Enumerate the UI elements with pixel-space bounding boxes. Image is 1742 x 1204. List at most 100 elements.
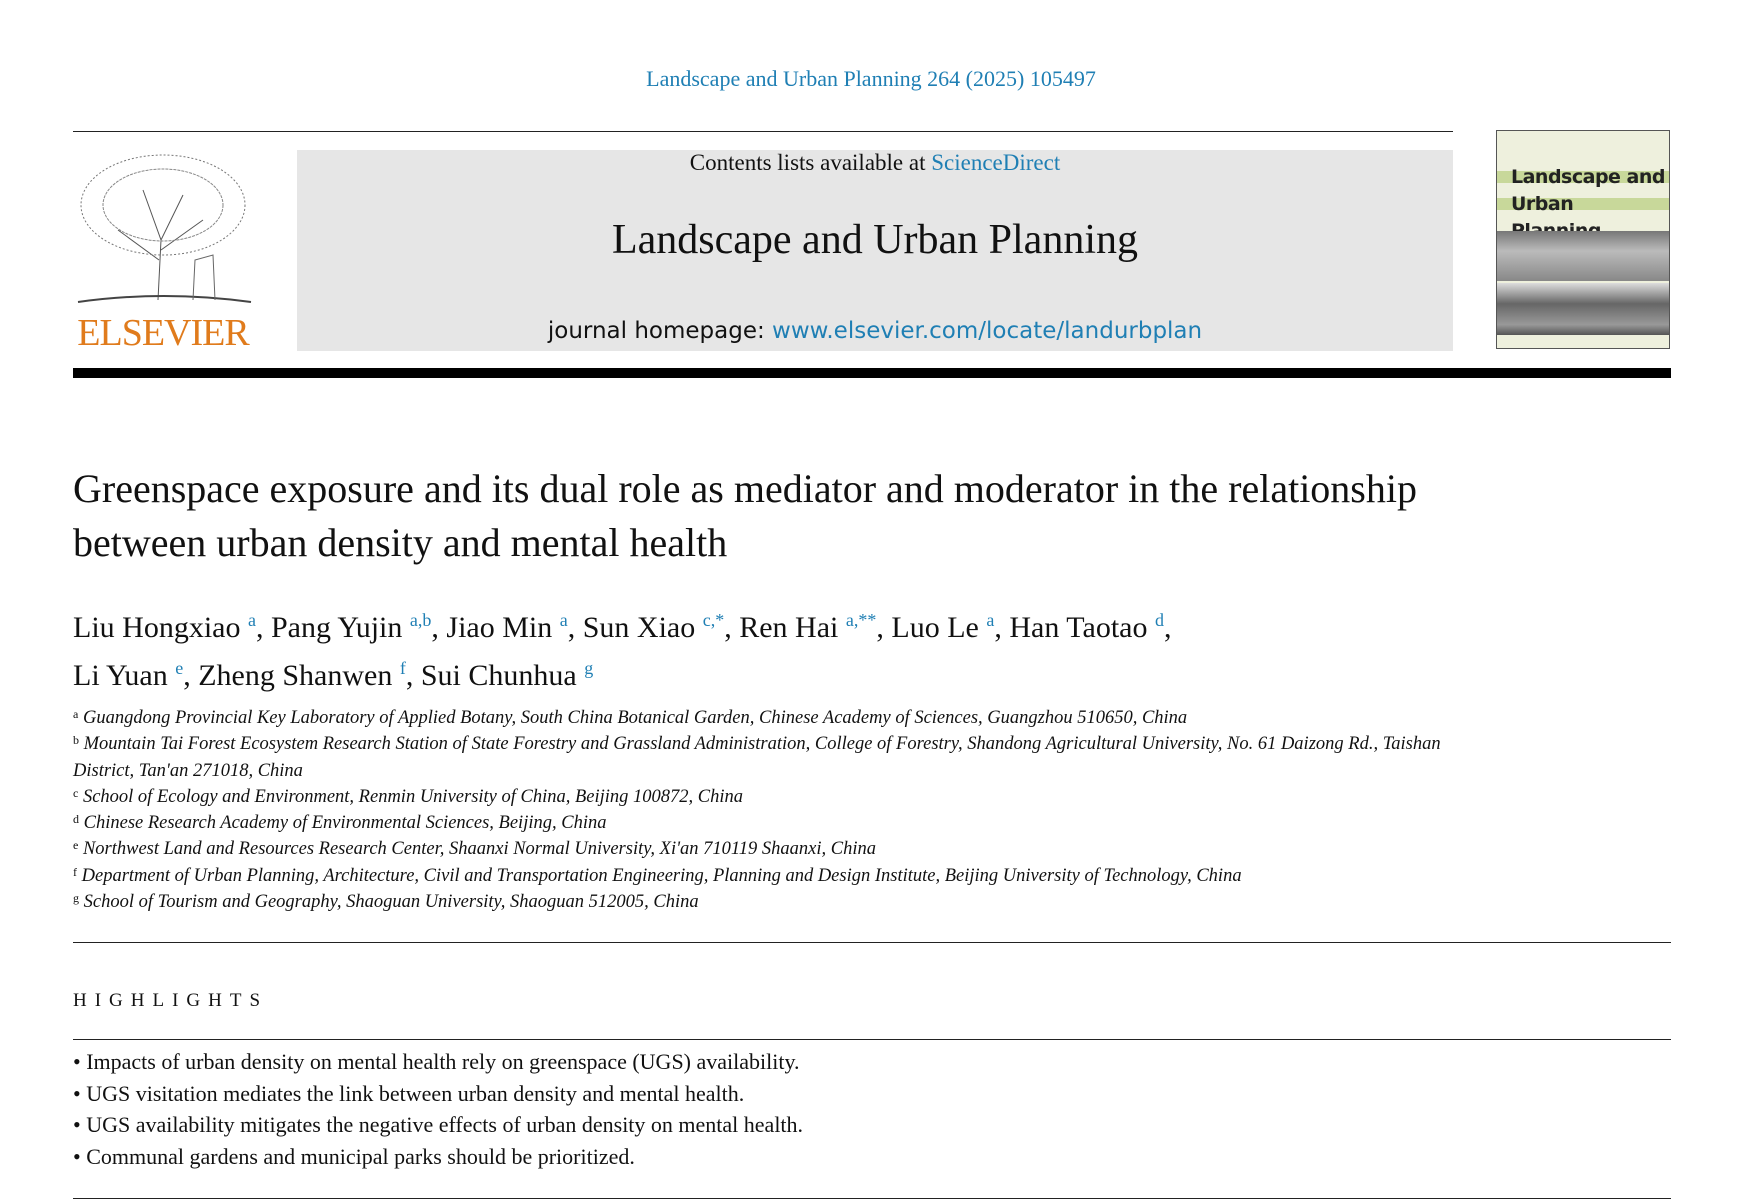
affiliation: b Mountain Tai Forest Ecosystem Research…: [73, 731, 1473, 784]
author-list: Liu Hongxiao a, Pang Yujin a,b, Jiao Min…: [73, 600, 1493, 696]
author-separator: ,: [183, 659, 199, 692]
author-separator: ,: [567, 611, 583, 644]
affiliation: g School of Tourism and Geography, Shaog…: [73, 889, 1473, 915]
author-affiliation-marker[interactable]: a: [247, 610, 256, 630]
author[interactable]: Han Taotao d,: [1009, 610, 1172, 644]
author-separator: ,: [876, 611, 892, 644]
affiliation-key: c: [73, 785, 79, 800]
author-affiliation-marker[interactable]: f: [399, 658, 406, 678]
author-name: Zheng Shanwen: [198, 659, 393, 692]
affiliation-text: Northwest Land and Resources Research Ce…: [82, 839, 877, 860]
header-thick-bar: [73, 368, 1671, 378]
author-affiliation-marker[interactable]: e: [175, 658, 184, 678]
author-name: Liu Hongxiao: [73, 611, 241, 644]
elsevier-wordmark: ELSEVIER: [77, 312, 249, 354]
homepage-line: journal homepage: www.elsevier.com/locat…: [297, 318, 1453, 344]
article-title: Greenspace exposure and its dual role as…: [73, 466, 1417, 565]
author[interactable]: Zheng Shanwen f,: [198, 658, 421, 692]
author-name: Li Yuan: [73, 659, 168, 692]
author-name: Sui Chunhua: [420, 659, 577, 692]
affiliation-text: Chinese Research Academy of Environmenta…: [83, 813, 607, 834]
bullet-icon: •: [73, 1112, 81, 1137]
affiliation-key: g: [73, 891, 79, 906]
highlights-list: • Impacts of urban density on mental hea…: [73, 1046, 803, 1172]
author-affiliation-marker[interactable]: a: [559, 610, 568, 630]
author[interactable]: Li Yuan e,: [73, 658, 199, 692]
bullet-icon: •: [73, 1049, 81, 1074]
highlight-text: UGS availability mitigates the negative …: [86, 1112, 804, 1137]
contents-prefix: Contents lists available at: [689, 150, 932, 175]
affiliation: a Guangdong Provincial Key Laboratory of…: [73, 705, 1473, 731]
author[interactable]: Pang Yujin a,b,: [270, 610, 447, 644]
author-affiliation-marker[interactable]: g: [584, 658, 594, 678]
header-divider: [73, 131, 1453, 132]
author[interactable]: Sui Chunhua g: [420, 658, 594, 692]
author-name: Sun Xiao: [582, 611, 696, 644]
journal-citation-link[interactable]: Landscape and Urban Planning 264 (2025) …: [646, 66, 1096, 91]
highlight-item: • Impacts of urban density on mental hea…: [73, 1046, 803, 1078]
highlight-text: Impacts of urban density on mental healt…: [86, 1049, 800, 1074]
contents-line: Contents lists available at ScienceDirec…: [297, 150, 1453, 176]
journal-banner: Contents lists available at ScienceDirec…: [297, 150, 1453, 351]
cover-photo-trees: [1497, 231, 1669, 281]
affiliation-text: School of Tourism and Geography, Shaogua…: [83, 892, 699, 913]
cover-photo-city: [1497, 283, 1669, 335]
affiliation-text: Guangdong Provincial Key Laboratory of A…: [82, 708, 1188, 728]
affiliation-key: a: [73, 707, 79, 721]
affiliation-key: b: [73, 733, 79, 748]
author-affiliation-marker[interactable]: a,b: [409, 610, 432, 630]
author-name: Pang Yujin: [270, 611, 403, 644]
affiliation-key: e: [73, 838, 79, 853]
highlights-heading: HIGHLIGHTS: [73, 990, 269, 1011]
sciencedirect-link[interactable]: ScienceDirect: [931, 150, 1061, 175]
bullet-icon: •: [73, 1080, 81, 1106]
affiliation-key: d: [73, 812, 79, 827]
author-affiliation-marker[interactable]: a,**: [845, 610, 877, 630]
author-affiliation-marker[interactable]: a: [986, 610, 995, 630]
highlight-item: • UGS visitation mediates the link betwe…: [73, 1078, 803, 1110]
highlight-item: • Communal gardens and municipal parks s…: [73, 1141, 803, 1173]
author-separator: ,: [255, 611, 271, 644]
elsevier-logo[interactable]: ELSEVIER: [73, 150, 253, 355]
cover-band: [1497, 198, 1669, 210]
affiliation: d Chinese Research Academy of Environmen…: [73, 810, 1473, 836]
journal-title: Landscape and Urban Planning: [611, 217, 1138, 263]
author-name: Ren Hai: [739, 611, 839, 644]
author[interactable]: Luo Le a,: [891, 610, 1010, 644]
author-separator: ,: [431, 611, 447, 644]
affiliation-text: School of Ecology and Environment, Renmi…: [82, 786, 744, 807]
bullet-icon: •: [73, 1143, 81, 1169]
author[interactable]: Liu Hongxiao a,: [73, 610, 271, 644]
affiliation-text: Mountain Tai Forest Ecosystem Research S…: [73, 734, 1441, 781]
author-separator: ,: [724, 611, 740, 644]
highlights-divider: [73, 1039, 1671, 1040]
author-name: Luo Le: [891, 611, 979, 644]
homepage-prefix: journal homepage:: [547, 318, 773, 344]
highlight-item: • UGS availability mitigates the negativ…: [73, 1109, 803, 1141]
tree-icon: [77, 154, 252, 303]
affiliation-key: f: [73, 864, 77, 879]
cover-title-line: Landscape and: [1511, 166, 1666, 188]
author[interactable]: Jiao Min a,: [446, 610, 583, 644]
author-separator: ,: [405, 659, 421, 692]
affiliation: e Northwest Land and Resources Research …: [73, 836, 1473, 862]
author-name: Jiao Min: [446, 611, 553, 644]
author[interactable]: Ren Hai a,**,: [739, 610, 892, 644]
author-separator: ,: [994, 611, 1010, 644]
affiliation-text: Department of Urban Planning, Architectu…: [81, 865, 1242, 886]
author-name: Han Taotao: [1009, 611, 1148, 644]
highlight-text: Communal gardens and municipal parks sho…: [86, 1143, 635, 1169]
highlights-end-divider: [73, 1198, 1671, 1199]
cover-band: [1497, 171, 1669, 183]
affiliation-list: a Guangdong Provincial Key Laboratory of…: [73, 705, 1473, 915]
author-affiliation-marker[interactable]: d: [1154, 610, 1164, 630]
affiliation: c School of Ecology and Environment, Ren…: [73, 784, 1473, 810]
section-divider: [73, 942, 1671, 943]
author-separator: ,: [1163, 611, 1172, 644]
highlight-text: UGS visitation mediates the link between…: [86, 1080, 745, 1106]
author-affiliation-marker[interactable]: c,*: [702, 610, 725, 630]
homepage-link[interactable]: www.elsevier.com/locate/landurbplan: [772, 318, 1203, 344]
author[interactable]: Sun Xiao c,*,: [582, 610, 740, 644]
